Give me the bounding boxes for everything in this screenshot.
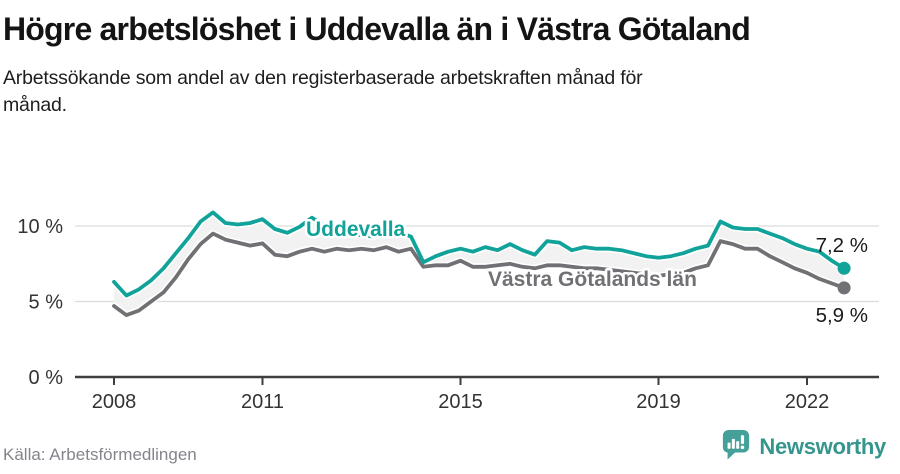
end-value-label: 5,9 % (816, 304, 868, 327)
page-title: Högre arbetslöshet i Uddevalla än i Väst… (3, 11, 751, 47)
x-tick-label: 2019 (636, 391, 681, 413)
newsworthy-brand: Newsworthy (721, 428, 886, 466)
x-tick-label: 2011 (241, 391, 284, 413)
chart-header: Högre arbetslöshet i Uddevalla än i Väst… (0, 0, 900, 119)
source-note: Källa: Arbetsförmedlingen (3, 445, 197, 464)
y-tick-label: 0 % (29, 367, 64, 389)
end-value-label: 7,2 % (816, 234, 868, 257)
x-tick-label: 2015 (438, 391, 483, 413)
page-subtitle: Arbetssökande som andel av den registerb… (3, 66, 643, 116)
chart-canvas: 2008 2011 2015 2019 2022 0 % 5 % 10 % Uddevalla V… (0, 189, 900, 421)
line-chart: 2008 2011 2015 2019 2022 0 % 5 % 10 % Uddevalla V… (17, 208, 879, 413)
line-uddevalla (112, 210, 846, 298)
series-label: Uddevalla (306, 218, 406, 241)
x-tick-label: 2022 (785, 391, 830, 413)
y-tick-label: 10 % (17, 216, 63, 238)
line-region (112, 231, 846, 317)
y-tick-label: 5 % (29, 292, 64, 314)
series-label: Västra Götalands län (488, 268, 697, 291)
x-tick-label: 2008 (92, 391, 137, 413)
series-end-dot (837, 261, 851, 275)
newsworthy-logo-icon (721, 428, 751, 466)
series-end-dot (837, 281, 851, 295)
newsworthy-wordmark: Newsworthy (759, 434, 886, 459)
